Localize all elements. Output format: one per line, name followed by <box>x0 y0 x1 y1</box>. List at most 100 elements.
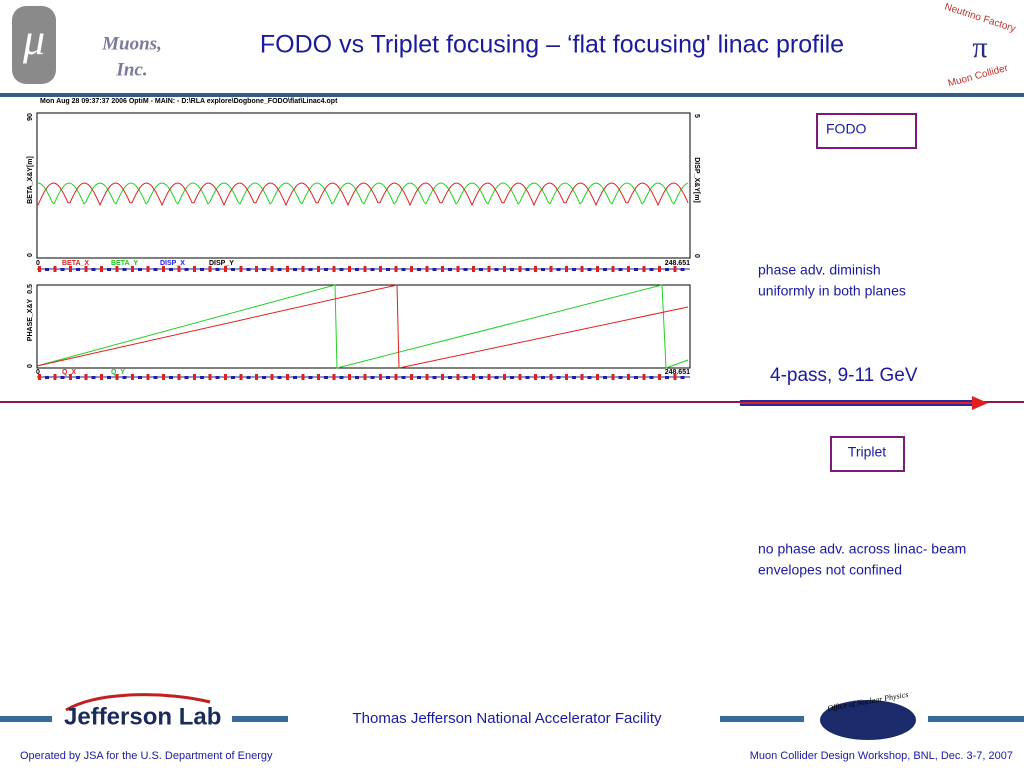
lattice-element <box>246 376 251 379</box>
lattice-element <box>277 376 282 379</box>
lattice-element <box>627 374 630 380</box>
lattice-element <box>479 376 483 379</box>
lattice-element <box>69 374 72 380</box>
lattice-element <box>541 268 545 271</box>
badge-pi: π <box>972 31 987 64</box>
lattice-element <box>603 268 607 271</box>
lattice-element <box>556 376 561 379</box>
lattice-element <box>84 374 88 380</box>
tick-label: 5 <box>693 114 700 118</box>
lattice-element <box>308 376 313 379</box>
lattice-element <box>463 376 468 379</box>
lattice-element <box>487 266 491 272</box>
lattice-element <box>587 376 592 379</box>
fodo-box <box>816 113 917 149</box>
header-rule <box>0 93 1024 97</box>
lattice-element <box>510 376 514 379</box>
lattice-element <box>394 374 398 380</box>
lattice-element <box>84 266 88 272</box>
lattice-element <box>239 374 243 380</box>
lattice-element <box>38 374 41 380</box>
lattice-element <box>611 374 615 380</box>
lattice-element <box>680 376 685 379</box>
tick-label: 248.651 <box>665 260 690 267</box>
footer-bar <box>232 716 288 722</box>
tick-label: 90 <box>27 113 34 121</box>
slide-title: FODO vs Triplet focusing – ‘flat focusin… <box>260 31 844 59</box>
lattice-element <box>401 268 406 271</box>
lattice-element <box>611 266 615 272</box>
lattice-element <box>193 374 196 380</box>
lattice-element <box>231 268 235 271</box>
lattice-element <box>193 266 196 272</box>
lattice-element <box>627 266 630 272</box>
lattice-element <box>131 374 134 380</box>
lattice-element <box>425 374 429 380</box>
legend-entry: Q_X <box>62 369 76 376</box>
legend-entry: BETA_X <box>62 260 89 267</box>
lattice-element <box>76 268 80 271</box>
lattice-element <box>556 268 561 271</box>
lattice-element <box>169 268 173 271</box>
footer-right: Muon Collider Design Workshop, BNL, Dec.… <box>750 750 1013 762</box>
footer-bar <box>928 716 1024 722</box>
lattice-element <box>76 376 80 379</box>
lattice-element <box>45 376 49 379</box>
lattice-element <box>665 376 669 379</box>
lattice-element <box>379 374 382 380</box>
lattice-element <box>534 266 537 272</box>
lattice-element <box>138 376 142 379</box>
tick-label: 0 <box>36 369 40 376</box>
note-line: uniformly in both planes <box>758 283 906 299</box>
onp-logo <box>820 700 916 740</box>
lattice-element <box>386 376 390 379</box>
lattice-element <box>642 374 646 380</box>
lattice-element <box>122 268 127 271</box>
lattice-element <box>270 374 274 380</box>
lattice-element <box>200 376 204 379</box>
lattice-element <box>146 266 150 272</box>
lattice-element <box>549 374 553 380</box>
lattice-element <box>215 268 220 271</box>
lattice-element <box>184 268 189 271</box>
lattice-element <box>153 268 158 271</box>
lattice-element <box>518 374 522 380</box>
lattice-element <box>394 266 398 272</box>
lattice-element <box>472 266 475 272</box>
lattice-element <box>634 268 638 271</box>
note-line: no phase adv. across linac- beam <box>758 541 966 557</box>
lattice-element <box>363 374 367 380</box>
lattice-element <box>45 268 49 271</box>
lattice-element <box>162 374 165 380</box>
lattice-element <box>246 268 251 271</box>
lattice-element <box>673 266 677 272</box>
triplet-box <box>830 436 905 472</box>
footer-left: Operated by JSA for the U.S. Department … <box>20 750 273 762</box>
lattice-element <box>162 266 165 272</box>
tick-label: 0 <box>693 254 700 258</box>
lattice-element <box>339 376 344 379</box>
lattice-element <box>503 374 506 380</box>
lattice-element <box>363 266 367 272</box>
axis-label: PHASE_X&Y <box>27 298 34 341</box>
tick-label: 248.651 <box>665 369 690 376</box>
lattice-element <box>131 266 134 272</box>
lattice-element <box>649 268 654 271</box>
lattice-element <box>417 268 421 271</box>
lattice-element <box>479 268 483 271</box>
legend-entry: BETA_Y <box>111 260 138 267</box>
legend-entry: DISP_Y <box>209 260 234 267</box>
lattice-element <box>618 376 623 379</box>
lattice-element <box>410 266 413 272</box>
lattice-element <box>587 268 592 271</box>
legend-entry: Q_Y <box>111 369 125 376</box>
lattice-element <box>456 266 460 272</box>
lattice-element <box>649 376 654 379</box>
lattice-element <box>317 374 320 380</box>
lattice-element <box>138 268 142 271</box>
lattice-element <box>308 268 313 271</box>
lattice-element <box>541 376 545 379</box>
lattice-element <box>262 268 266 271</box>
lattice-element <box>549 266 553 272</box>
lattice-element <box>355 376 359 379</box>
